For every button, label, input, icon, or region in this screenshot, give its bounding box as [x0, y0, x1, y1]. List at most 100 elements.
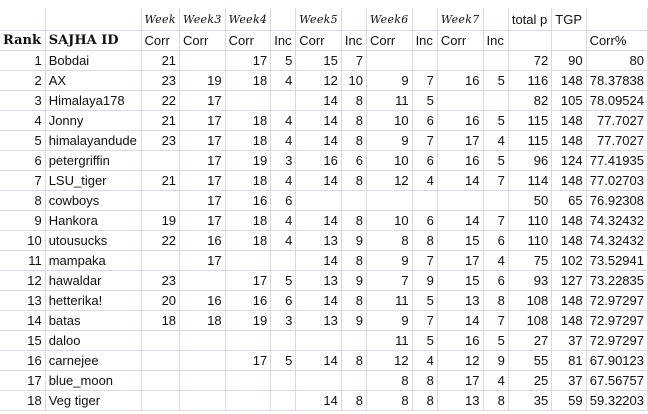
- cell-corr-percent[interactable]: 72.97297: [585, 290, 648, 311]
- cell-week3-corr[interactable]: 17: [179, 170, 226, 191]
- cell-week7-inc[interactable]: 5: [482, 330, 509, 351]
- cell-week1-corr[interactable]: [140, 150, 181, 171]
- cell-week6-inc[interactable]: [411, 50, 438, 71]
- cell-corr-percent[interactable]: 74.32432: [585, 210, 648, 231]
- cell-sajha-id[interactable]: petergriffin: [44, 150, 142, 171]
- cell-total-points[interactable]: 114: [507, 170, 553, 191]
- header-cell-week6-inc[interactable]: Inc: [411, 30, 438, 51]
- cell-week5-inc[interactable]: 9: [340, 270, 367, 291]
- cell-rank[interactable]: 2: [0, 70, 46, 91]
- cell-week5-corr[interactable]: 14: [295, 350, 342, 371]
- cell-week5-corr[interactable]: [295, 370, 342, 391]
- cell-week4-corr[interactable]: 16: [224, 190, 272, 211]
- cell-week4-corr[interactable]: 18: [224, 210, 272, 231]
- cell-week4-corr[interactable]: 17: [224, 270, 272, 291]
- cell-week4-inc[interactable]: 4: [270, 210, 297, 231]
- header-cell-week5-inc[interactable]: [340, 8, 367, 31]
- header-cell-corr-percent[interactable]: [585, 8, 648, 31]
- cell-week6-inc[interactable]: [411, 190, 438, 211]
- cell-week5-corr[interactable]: 13: [295, 270, 342, 291]
- cell-tgp[interactable]: 127: [551, 270, 587, 291]
- cell-tgp[interactable]: 148: [551, 110, 587, 131]
- cell-rank[interactable]: 11: [0, 250, 46, 271]
- cell-corr-percent[interactable]: 77.7027: [585, 110, 648, 131]
- cell-tgp[interactable]: 37: [551, 330, 587, 351]
- cell-rank[interactable]: 6: [0, 150, 46, 171]
- cell-week7-inc[interactable]: 5: [482, 150, 509, 171]
- header-cell-week6-corr[interactable]: Week6: [365, 8, 413, 31]
- cell-rank[interactable]: 16: [0, 350, 46, 371]
- cell-week5-inc[interactable]: [340, 370, 367, 391]
- cell-week7-inc[interactable]: 4: [482, 250, 509, 271]
- cell-week6-inc[interactable]: 5: [411, 90, 438, 111]
- cell-week7-corr[interactable]: 12: [436, 350, 484, 371]
- cell-week6-inc[interactable]: 6: [411, 150, 438, 171]
- cell-week4-inc[interactable]: 4: [270, 170, 297, 191]
- cell-total-points[interactable]: 96: [507, 150, 553, 171]
- cell-week3-corr[interactable]: 17: [179, 150, 226, 171]
- cell-week5-corr[interactable]: 14: [295, 110, 342, 131]
- cell-week4-inc[interactable]: 6: [270, 190, 297, 211]
- cell-week4-corr[interactable]: 16: [224, 290, 272, 311]
- cell-week3-corr[interactable]: [179, 370, 226, 391]
- cell-corr-percent[interactable]: 74.32432: [585, 230, 648, 251]
- cell-week4-corr[interactable]: 19: [224, 310, 272, 331]
- cell-total-points[interactable]: 108: [507, 310, 553, 331]
- cell-corr-percent[interactable]: 80: [585, 50, 648, 71]
- cell-week3-corr[interactable]: [179, 350, 226, 371]
- cell-week3-corr[interactable]: 17: [179, 90, 226, 111]
- cell-sajha-id[interactable]: mampaka: [44, 250, 142, 271]
- cell-week7-corr[interactable]: 16: [436, 330, 484, 351]
- cell-week5-inc[interactable]: 8: [340, 130, 367, 151]
- cell-week5-inc[interactable]: 8: [340, 290, 367, 311]
- cell-rank[interactable]: 17: [0, 370, 46, 391]
- cell-week6-inc[interactable]: 9: [411, 270, 438, 291]
- header-cell-week7-inc[interactable]: [482, 8, 509, 31]
- cell-week6-corr[interactable]: 7: [365, 270, 413, 291]
- cell-week7-inc[interactable]: [482, 50, 509, 71]
- cell-week7-corr[interactable]: 14: [436, 310, 484, 331]
- cell-week7-corr[interactable]: 17: [436, 250, 484, 271]
- header-cell-week6-inc[interactable]: [411, 8, 438, 31]
- cell-week7-corr[interactable]: 16: [436, 110, 484, 131]
- cell-week5-inc[interactable]: 8: [340, 390, 367, 411]
- cell-week4-inc[interactable]: 4: [270, 230, 297, 251]
- cell-week1-corr[interactable]: 18: [140, 310, 181, 331]
- cell-tgp[interactable]: 148: [551, 310, 587, 331]
- header-cell-week4-inc[interactable]: [270, 8, 297, 31]
- header-cell-rank[interactable]: [0, 8, 46, 31]
- cell-week5-corr[interactable]: 13: [295, 310, 342, 331]
- cell-week1-corr[interactable]: [140, 250, 181, 271]
- cell-week3-corr[interactable]: 17: [179, 110, 226, 131]
- cell-week5-corr[interactable]: 14: [295, 390, 342, 411]
- cell-week7-inc[interactable]: 7: [482, 310, 509, 331]
- cell-corr-percent[interactable]: 67.56757: [585, 370, 648, 391]
- cell-week6-corr[interactable]: 11: [365, 330, 413, 351]
- cell-week4-inc[interactable]: [270, 330, 297, 351]
- cell-week5-inc[interactable]: [340, 330, 367, 351]
- cell-week4-corr[interactable]: 18: [224, 110, 272, 131]
- header-cell-sajha-id[interactable]: SAJHA ID: [44, 30, 142, 51]
- cell-week5-inc[interactable]: 9: [340, 230, 367, 251]
- cell-tgp[interactable]: 102: [551, 250, 587, 271]
- cell-corr-percent[interactable]: 72.97297: [585, 310, 648, 331]
- header-cell-week5-inc[interactable]: Inc: [340, 30, 367, 51]
- cell-week7-inc[interactable]: 7: [482, 170, 509, 191]
- cell-corr-percent[interactable]: 78.09524: [585, 90, 648, 111]
- header-cell-tgp[interactable]: TGP: [551, 8, 587, 31]
- cell-week6-corr[interactable]: 9: [365, 70, 413, 91]
- cell-corr-percent[interactable]: 59.32203: [585, 390, 648, 411]
- cell-week6-inc[interactable]: 7: [411, 130, 438, 151]
- cell-corr-percent[interactable]: 77.02703: [585, 170, 648, 191]
- cell-week3-corr[interactable]: 19: [179, 70, 226, 91]
- cell-total-points[interactable]: 116: [507, 70, 553, 91]
- cell-week7-corr[interactable]: 17: [436, 370, 484, 391]
- cell-week5-inc[interactable]: [340, 190, 367, 211]
- cell-week1-corr[interactable]: 23: [140, 130, 181, 151]
- cell-week6-corr[interactable]: [365, 190, 413, 211]
- header-cell-total-points[interactable]: total p: [507, 8, 553, 31]
- cell-week7-corr[interactable]: [436, 50, 484, 71]
- cell-week5-inc[interactable]: 7: [340, 50, 367, 71]
- cell-week6-inc[interactable]: 6: [411, 210, 438, 231]
- cell-week6-inc[interactable]: 7: [411, 70, 438, 91]
